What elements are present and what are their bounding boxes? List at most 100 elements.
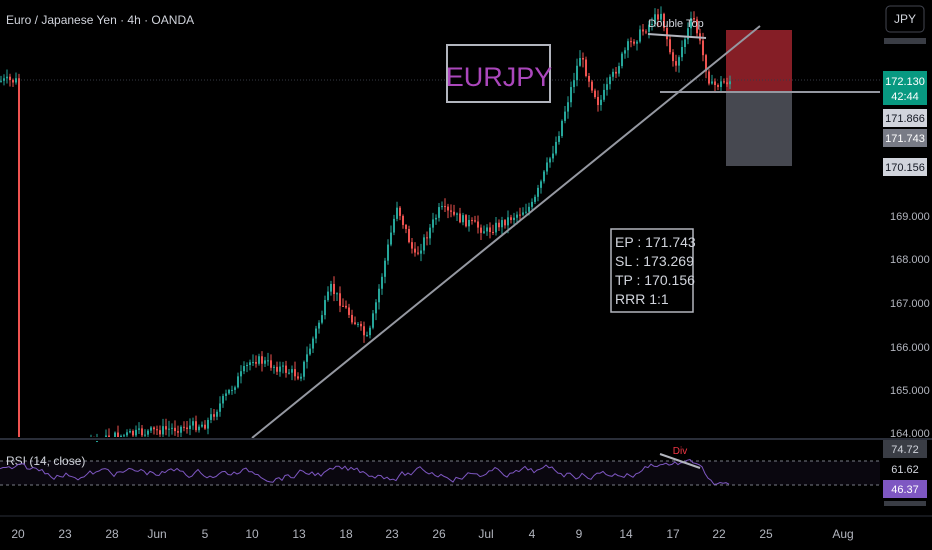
double-top-line[interactable] — [647, 33, 707, 39]
candle-body — [600, 99, 602, 106]
candle-body — [642, 29, 644, 32]
rsi-pane[interactable]: RSI (14, close) Div — [0, 446, 880, 486]
rsi-divergence-line — [659, 453, 701, 469]
candle-body — [240, 371, 242, 377]
take-profit-zone[interactable] — [726, 92, 792, 166]
candle-body — [585, 59, 587, 76]
candle-body — [210, 414, 212, 420]
time-label: 23 — [58, 527, 72, 541]
candle-body — [276, 366, 278, 372]
candle-body — [468, 220, 470, 227]
candle-body — [231, 389, 233, 391]
candle-body — [150, 427, 152, 431]
trade-info-box[interactable]: EP : 171.743 SL : 173.269 TP : 170.156 R… — [610, 228, 696, 313]
candle-body — [393, 218, 395, 233]
candle-body — [501, 220, 503, 228]
candle-body — [441, 206, 443, 208]
candle-body — [339, 293, 341, 306]
candle-body — [18, 78, 20, 438]
symbol-box[interactable]: EURJPY — [446, 44, 553, 103]
candle-body — [399, 207, 401, 216]
candle-body — [645, 31, 647, 33]
candle-body — [477, 221, 479, 228]
candle-body — [306, 354, 308, 362]
candle-body — [510, 217, 512, 221]
candle-body — [570, 87, 572, 103]
time-label: 13 — [292, 527, 306, 541]
candle-body — [3, 78, 5, 81]
candle-body — [198, 426, 200, 431]
time-label: 10 — [245, 527, 259, 541]
candle-body — [567, 102, 569, 112]
candle-body — [675, 61, 677, 66]
candle-body — [579, 57, 581, 66]
candle-body — [333, 283, 335, 295]
candle-body — [303, 361, 305, 377]
candle-body — [360, 323, 362, 327]
candle-body — [186, 427, 188, 430]
candle-body — [222, 395, 224, 404]
candle-body — [516, 214, 518, 218]
candle-body — [288, 372, 290, 374]
candle-body — [405, 224, 407, 229]
candle-body — [462, 215, 464, 223]
candle-body — [603, 89, 605, 100]
target-badge: 170.156 — [883, 158, 927, 176]
time-label: 22 — [712, 527, 726, 541]
ascending-trendline[interactable] — [251, 25, 761, 439]
candle-body — [729, 81, 731, 85]
candle-body — [9, 76, 11, 81]
candle-body — [564, 111, 566, 121]
candle-body — [192, 421, 194, 426]
candle-body — [450, 210, 452, 212]
candle-body — [576, 65, 578, 81]
stop-loss-zone[interactable] — [726, 30, 792, 92]
currency-button[interactable]: JPY — [885, 5, 925, 33]
candle-body — [108, 435, 110, 437]
candle-body — [480, 227, 482, 233]
candle-body — [528, 206, 530, 212]
trade-take-profit: TP : 170.156 — [615, 272, 695, 288]
price-axis[interactable]: 169.000 168.000 167.000 166.000 165.000 … — [890, 211, 930, 440]
chart-title: Euro / Japanese Yen · 4h · OANDA — [6, 13, 194, 27]
candle-body — [615, 71, 617, 74]
candle-body — [519, 214, 521, 216]
currency-button-label: JPY — [894, 12, 916, 26]
candle-body — [279, 366, 281, 372]
candle-body — [720, 81, 722, 87]
rsi-badge-current-value: 46.37 — [891, 484, 919, 496]
current-price-value: 172.130 — [885, 76, 925, 88]
candle-body — [606, 84, 608, 90]
candle-body — [489, 227, 491, 233]
candle-body — [351, 314, 353, 323]
time-axis[interactable]: 20 23 28 Jun 5 10 13 18 23 26 Jul 4 9 14 17 22 25 Aug — [11, 527, 853, 541]
time-label: 17 — [666, 527, 680, 541]
price-tick-168: 168.000 — [890, 254, 930, 266]
candle-body — [444, 206, 446, 208]
candle-body — [618, 66, 620, 74]
candle-body — [639, 29, 641, 42]
time-label: Aug — [832, 527, 853, 541]
time-label: Jul — [478, 527, 493, 541]
candle-body — [714, 81, 716, 86]
candle-body — [390, 232, 392, 245]
candle-body — [309, 348, 311, 355]
candle-body — [420, 250, 422, 254]
candle-body — [204, 424, 206, 429]
candle-body — [534, 196, 536, 202]
candle-body — [144, 434, 146, 436]
trade-stop-loss: SL : 173.269 — [615, 253, 694, 269]
candle-body — [495, 222, 497, 233]
candle-body — [246, 364, 248, 367]
candle-body — [726, 82, 728, 85]
candle-body — [432, 219, 434, 228]
rsi-label: RSI (14, close) — [6, 454, 85, 468]
candle-body — [612, 71, 614, 77]
candle-body — [711, 81, 713, 84]
candle-body — [297, 376, 299, 379]
candle-body — [693, 18, 695, 20]
rsi-badge-high: 74.72 — [883, 440, 927, 458]
trade-rrr: RRR 1:1 — [615, 291, 669, 307]
candle-body — [591, 81, 593, 91]
